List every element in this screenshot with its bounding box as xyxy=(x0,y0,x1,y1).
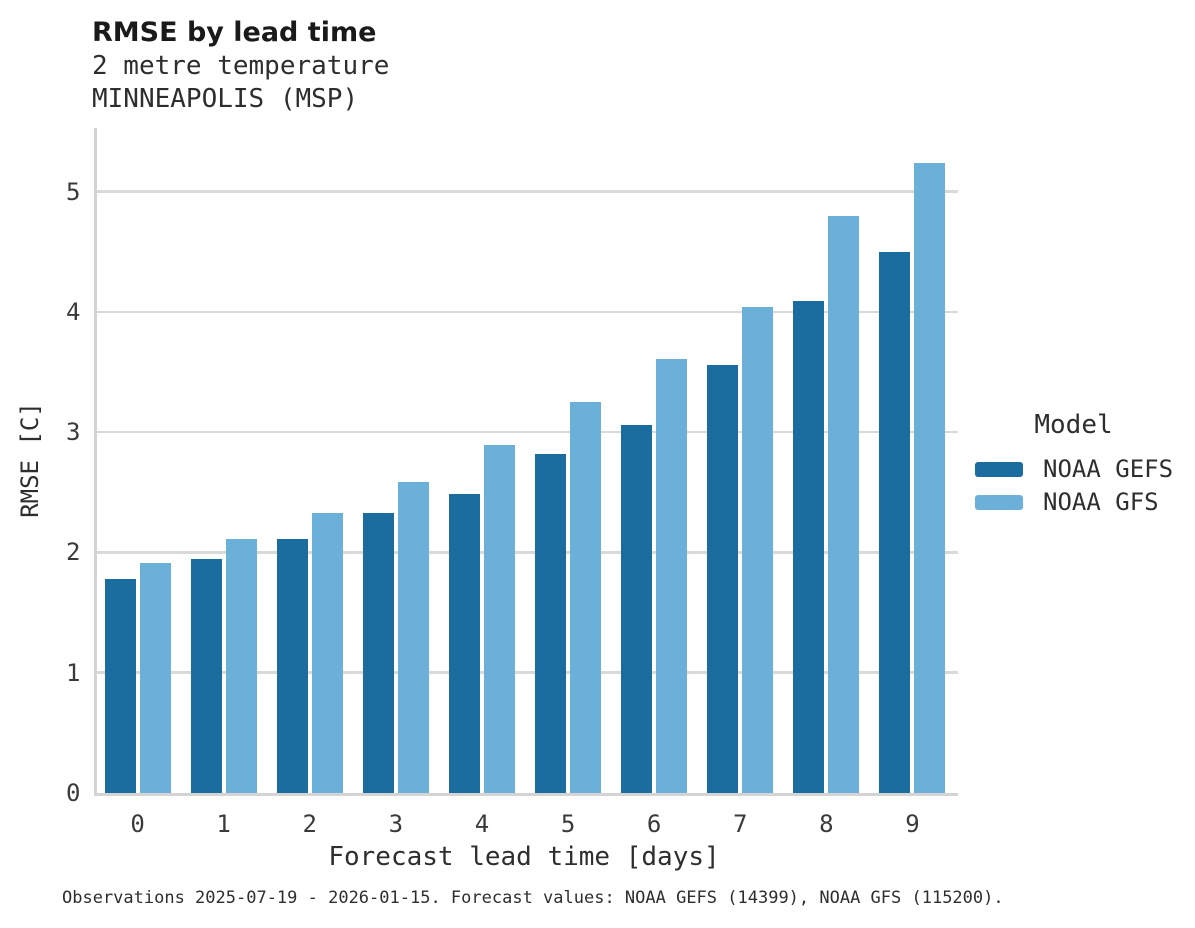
bar-noaa-gefs-day-7 xyxy=(707,364,739,793)
legend-label-gefs: NOAA GEFS xyxy=(1043,455,1174,483)
chart-title: RMSE by lead time xyxy=(92,17,377,48)
legend: Model NOAA GEFS NOAA GFS xyxy=(966,410,1181,522)
bar-noaa-gefs-day-6 xyxy=(621,425,653,793)
gridline-y-2 xyxy=(96,551,958,554)
x-axis-title: Forecast lead time [days] xyxy=(328,842,720,872)
y-tick-label-3: 3 xyxy=(66,418,81,447)
x-tick-label-4: 4 xyxy=(474,810,490,838)
bar-noaa-gfs-day-7 xyxy=(742,307,774,793)
bar-noaa-gfs-day-0 xyxy=(139,563,171,793)
y-tick-label-5: 5 xyxy=(66,177,81,206)
y-tick-label-1: 1 xyxy=(66,658,81,687)
x-tick-label-7: 7 xyxy=(733,810,748,838)
bar-noaa-gfs-day-3 xyxy=(397,481,429,793)
subtitle-station: MINNEAPOLIS (MSP) xyxy=(92,83,359,114)
x-tick-label-9: 9 xyxy=(905,810,920,838)
x-tick-label-1: 1 xyxy=(216,810,231,838)
figure-caption: Observations 2025-07-19 - 2026-01-15. Fo… xyxy=(62,888,1004,908)
legend-swatch-gfs-icon xyxy=(975,494,1023,510)
legend-entry-noaa-gefs: NOAA GEFS xyxy=(966,455,1181,483)
x-tick-label-5: 5 xyxy=(560,810,576,838)
x-tick-label-2: 2 xyxy=(302,810,317,838)
y-tick-label-4: 4 xyxy=(66,297,81,326)
bar-noaa-gfs-day-8 xyxy=(828,215,860,793)
bar-noaa-gefs-day-9 xyxy=(879,251,911,793)
y-tick-label-0: 0 xyxy=(66,779,81,807)
gridline-y-5 xyxy=(96,190,958,193)
bar-noaa-gefs-day-0 xyxy=(104,578,136,793)
bar-noaa-gefs-day-3 xyxy=(362,512,394,793)
x-tick-label-3: 3 xyxy=(388,810,404,838)
legend-swatch-gefs-icon xyxy=(975,461,1023,477)
gridline-y-3 xyxy=(96,430,958,434)
subtitle-variable: 2 metre temperature xyxy=(92,51,390,81)
legend-entry-noaa-gfs: NOAA GFS xyxy=(966,488,1181,516)
x-tick-label-6: 6 xyxy=(646,810,662,838)
bar-noaa-gfs-day-2 xyxy=(311,512,343,793)
bar-noaa-gfs-day-6 xyxy=(656,358,688,793)
gridline-y-4 xyxy=(96,310,958,314)
bar-noaa-gfs-day-9 xyxy=(914,162,946,793)
legend-title: Model xyxy=(1034,410,1113,440)
x-tick-label-8: 8 xyxy=(819,810,834,838)
x-tick-label-0: 0 xyxy=(130,810,145,838)
bar-noaa-gefs-day-2 xyxy=(276,539,308,793)
bar-noaa-gfs-day-1 xyxy=(225,539,257,793)
bar-noaa-gefs-day-1 xyxy=(190,558,222,793)
bar-noaa-gfs-day-5 xyxy=(570,402,602,793)
plot-area: 0 1 2 3 4 5 0 1 2 3 4 5 6 7 8 9 xyxy=(66,128,958,838)
bar-noaa-gefs-day-5 xyxy=(535,453,567,793)
legend-label-gfs: NOAA GFS xyxy=(1043,488,1159,516)
y-tick-label-2: 2 xyxy=(66,538,81,567)
bar-noaa-gfs-day-4 xyxy=(483,445,515,793)
bar-noaa-gefs-day-8 xyxy=(793,301,825,793)
chart-subtitle: 2 metre temperature MINNEAPOLIS (MSP) xyxy=(92,50,389,115)
bar-noaa-gefs-day-4 xyxy=(448,493,480,793)
gridline-y-1 xyxy=(96,671,958,674)
